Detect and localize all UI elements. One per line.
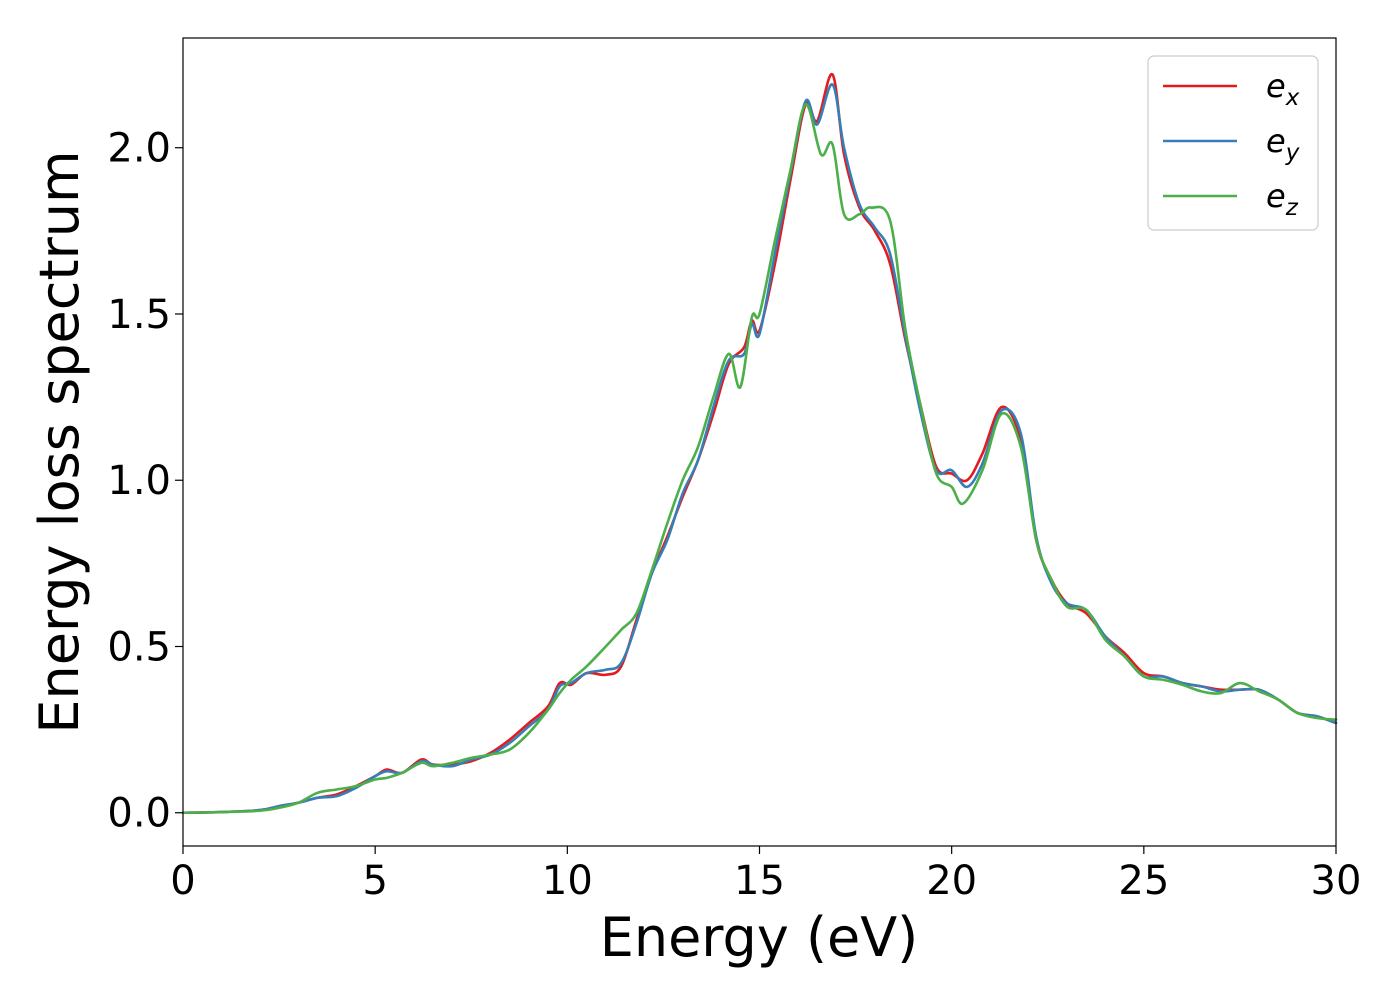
legend-label-ey: ey xyxy=(1266,122,1300,166)
y-axis-title: Energy loss spectrum xyxy=(28,150,91,733)
y-tick-label: 1.5 xyxy=(107,292,171,338)
x-tick-label: 0 xyxy=(170,858,195,904)
x-tick-label: 25 xyxy=(1118,858,1169,904)
series-line-ez xyxy=(181,103,1338,815)
x-tick-label: 5 xyxy=(362,858,387,904)
x-tick-label: 15 xyxy=(734,858,785,904)
series-line-ex xyxy=(181,73,1338,815)
legend-label-ex: ex xyxy=(1266,67,1300,111)
x-tick-label: 30 xyxy=(1311,858,1362,904)
x-axis-ticks: 0 5 10 15 20 25 30 xyxy=(170,846,1361,904)
legend-box xyxy=(1147,55,1319,231)
x-tick-label: 10 xyxy=(542,858,593,904)
y-axis-ticks: 0.0 0.5 1.0 1.5 2.0 xyxy=(107,126,183,837)
x-tick-label: 20 xyxy=(926,858,977,904)
series-layer xyxy=(181,73,1338,815)
y-tick-label: 1.0 xyxy=(107,458,171,504)
y-tick-label: 0.0 xyxy=(107,791,171,837)
y-tick-label: 2.0 xyxy=(107,126,171,172)
y-tick-label: 0.5 xyxy=(107,624,171,670)
x-axis-title: Energy (eV) xyxy=(600,906,919,969)
